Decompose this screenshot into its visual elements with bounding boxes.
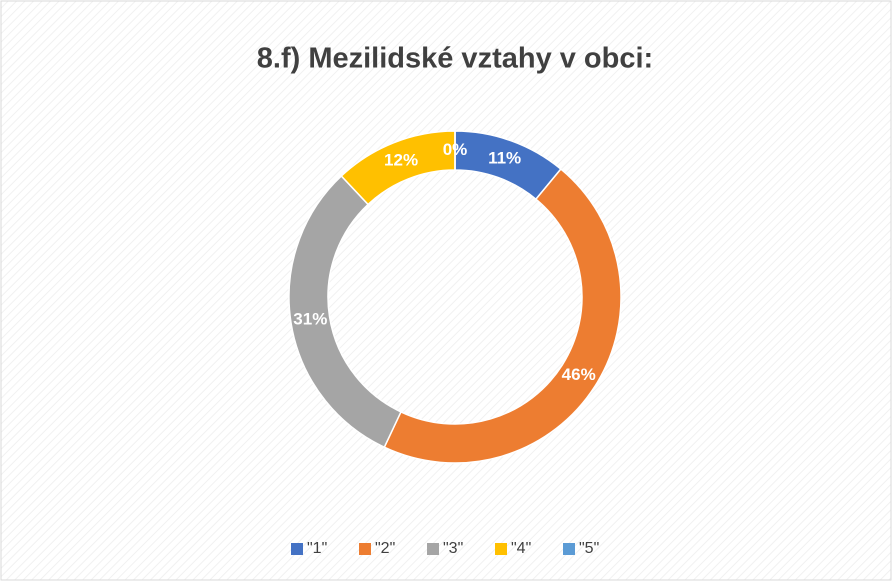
legend-swatch [359,543,371,555]
legend-swatch [563,543,575,555]
legend-swatch [427,543,439,555]
legend-label: "4" [511,540,531,557]
legend-label: "2" [375,540,395,557]
legend-swatch [291,543,303,555]
data-label: 12% [384,150,418,169]
data-label: 0% [443,140,468,159]
legend-swatch [495,543,507,555]
data-label: 46% [562,365,596,384]
legend-label: "5" [579,540,599,557]
legend-label: "3" [443,540,463,557]
donut-segment [383,168,622,464]
data-label: 11% [488,149,521,168]
legend-label: "1" [307,540,327,557]
data-label: 31% [293,309,327,328]
chart-title: 8.f) Mezilidské vztahy v obci: [257,43,653,75]
